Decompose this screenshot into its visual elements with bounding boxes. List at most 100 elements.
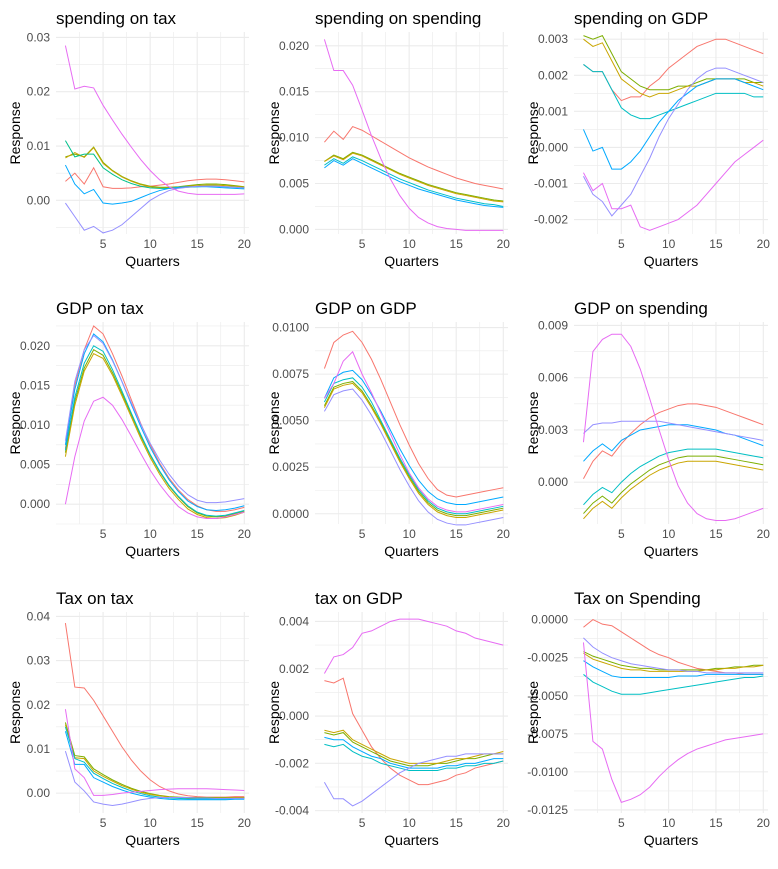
- panel-tax-on-tax: 5 10 15 20 0.00 0.01 0.02 0.03 0.04 Tax on tax Qua…: [0, 580, 259, 869]
- series-line-7: [323, 618, 504, 674]
- y-tick-label: 0.0050: [272, 414, 309, 428]
- y-tick-label: 0.000: [538, 140, 568, 154]
- series-line-1: [324, 677, 504, 786]
- x-tick-label: 15: [450, 527, 464, 541]
- x-tick-label: 10: [143, 816, 157, 830]
- x-tick-label: 15: [191, 237, 205, 251]
- series-line-3: [323, 382, 504, 518]
- series-lines: [64, 45, 245, 234]
- series-line-4: [583, 64, 764, 120]
- gridlines: [56, 612, 249, 813]
- x-tick-label: 15: [450, 816, 464, 830]
- x-tick-label: 5: [618, 237, 625, 251]
- series-lines: [323, 618, 504, 807]
- series-line-3: [583, 652, 764, 672]
- series-line-5: [324, 158, 504, 208]
- series-line-6: [323, 753, 504, 807]
- x-axis-label: Quarters: [125, 543, 179, 559]
- x-tick-label: 20: [238, 527, 252, 541]
- series-line-3: [324, 152, 504, 203]
- panel-title: spending on GDP: [574, 9, 708, 28]
- x-tick-label: 20: [497, 237, 511, 251]
- panel-background: [518, 580, 778, 869]
- series-line-2: [583, 455, 764, 514]
- y-tick-label: -0.0025: [527, 651, 568, 665]
- y-tick-label: 0.02: [27, 85, 51, 99]
- series-line-6: [64, 334, 245, 504]
- y-tick-label: 0.000: [279, 709, 309, 723]
- x-axis-label: Quarters: [125, 253, 179, 269]
- series-line-4: [64, 726, 245, 800]
- y-axis-label: Response: [7, 391, 23, 454]
- y-tick-label: 0.000: [20, 497, 50, 511]
- series-line-5: [324, 736, 504, 769]
- y-tick-label: 0.020: [279, 39, 309, 53]
- y-tick-label: 0.004: [279, 614, 309, 628]
- y-axis-label: Response: [266, 391, 282, 454]
- panel-gdp-on-tax: 5 10 15 20 0.000 0.005 0.010 0.015 0.020 GDP on t…: [0, 290, 259, 580]
- x-tick-label: 20: [757, 237, 771, 251]
- x-tick-label: 5: [100, 237, 107, 251]
- x-tick-label: 10: [143, 237, 157, 251]
- series-line-2: [324, 151, 504, 202]
- series-line-5: [323, 369, 504, 505]
- y-tick-label: -0.002: [275, 756, 309, 770]
- y-axis-label: Response: [525, 681, 541, 744]
- x-axis-label: Quarters: [644, 253, 698, 269]
- y-tick-label: -0.004: [275, 804, 309, 818]
- y-tick-label: 0.000: [279, 222, 309, 236]
- series-line-7: [64, 45, 245, 195]
- y-tick-label: 0.03: [27, 30, 51, 44]
- y-tick-label: 0.02: [27, 698, 51, 712]
- y-tick-label: -0.002: [534, 213, 568, 227]
- gridlines: [574, 322, 768, 524]
- x-tick-label: 20: [497, 527, 511, 541]
- series-line-3: [583, 460, 764, 520]
- x-tick-label: 20: [238, 237, 252, 251]
- series-line-7: [582, 642, 764, 803]
- y-tick-label: 0.002: [279, 662, 309, 676]
- series-line-1: [65, 166, 245, 189]
- panel-spending-on-tax: 5 10 15 20 0.00 0.01 0.02 0.03 spending on tax Qu…: [0, 0, 259, 290]
- y-tick-label: 0.01: [27, 139, 51, 153]
- gridlines: [574, 32, 768, 234]
- x-tick-label: 10: [402, 527, 416, 541]
- y-tick-label: 0.009: [538, 318, 568, 332]
- gridlines: [56, 322, 249, 525]
- y-tick-label: 0.0100: [272, 321, 309, 335]
- panel-title: spending on tax: [56, 9, 177, 28]
- series-line-6: [583, 420, 764, 441]
- panel-background: [259, 0, 518, 290]
- x-axis-label: Quarters: [384, 832, 438, 848]
- x-axis-label: Quarters: [644, 832, 698, 848]
- y-tick-label: 0.0025: [272, 460, 309, 474]
- x-tick-label: 20: [238, 816, 252, 830]
- x-tick-label: 10: [662, 527, 676, 541]
- series-line-4: [583, 674, 764, 695]
- x-tick-label: 10: [402, 816, 416, 830]
- panel-tax-on-spending: 5 10 15 20 -0.0125 -0.0100 -0.0075 -0.0050 -0.00…: [518, 580, 778, 869]
- x-tick-label: 15: [450, 237, 464, 251]
- series-line-2: [323, 381, 504, 517]
- series-line-3: [324, 729, 504, 764]
- y-tick-label: 0.03: [27, 654, 51, 668]
- x-tick-label: 20: [497, 816, 511, 830]
- series-line-4: [64, 345, 245, 517]
- y-tick-label: 0.015: [20, 378, 50, 392]
- series-lines: [583, 34, 764, 231]
- series-lines: [323, 39, 504, 231]
- x-tick-label: 5: [359, 527, 366, 541]
- y-tick-label: 0.0075: [272, 367, 309, 381]
- y-axis-label: Response: [266, 681, 282, 744]
- panel-gdp-on-gdp: 5 10 15 20 0.0000 0.0025 0.0050 0.0075 0.0100 GDP…: [259, 290, 518, 580]
- series-line-6: [64, 751, 245, 806]
- y-axis-label: Response: [525, 101, 541, 164]
- y-tick-label: 0.003: [538, 423, 568, 437]
- series-lines: [64, 325, 245, 519]
- y-tick-label: -0.001: [534, 177, 568, 191]
- series-line-4: [324, 743, 504, 771]
- x-tick-label: 10: [662, 237, 676, 251]
- series-lines: [64, 622, 245, 806]
- series-line-6: [583, 67, 764, 217]
- series-line-1: [583, 403, 764, 479]
